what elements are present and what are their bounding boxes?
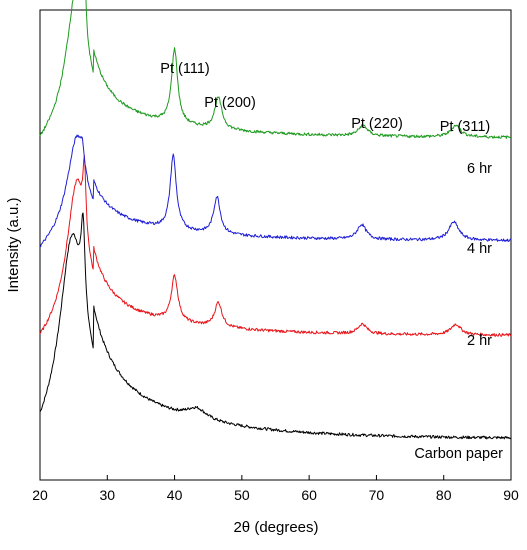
- x-axis-title: 2θ (degrees): [233, 519, 318, 536]
- series-label-4hr: 4 hr: [467, 241, 492, 257]
- peak-label-pt220: Pt (220): [351, 116, 403, 132]
- x-tick-label: 70: [369, 487, 385, 503]
- plot-frame: [39, 9, 512, 481]
- y-axis-title: Intensity (a.u.): [5, 197, 22, 292]
- series-label-2hr: 2 hr: [467, 333, 492, 349]
- x-tick-label: 30: [99, 487, 115, 503]
- x-tick-label: 40: [167, 487, 183, 503]
- x-tick-label: 20: [32, 487, 48, 503]
- plot-area: [39, 0, 512, 440]
- x-tick-label: 90: [503, 487, 519, 503]
- series-line-carbon-paper: [39, 212, 512, 440]
- x-tick-label: 80: [436, 487, 452, 503]
- series-line-4-hr: [39, 134, 512, 248]
- peak-label-pt111: Pt (111): [160, 61, 209, 77]
- x-tick-label: 60: [301, 487, 317, 503]
- series-label-carbon-paper: Carbon paper: [414, 446, 503, 462]
- series-label-6hr: 6 hr: [467, 161, 492, 177]
- series-line-2-hr: [39, 155, 512, 337]
- peak-label-pt311: Pt (311): [440, 119, 491, 135]
- x-axis: 20 30 40 50 60 70 80 90: [32, 475, 519, 503]
- peak-label-pt200: Pt (200): [204, 95, 256, 111]
- series-line-6-hr: [39, 0, 512, 139]
- x-tick-label: 50: [234, 487, 250, 503]
